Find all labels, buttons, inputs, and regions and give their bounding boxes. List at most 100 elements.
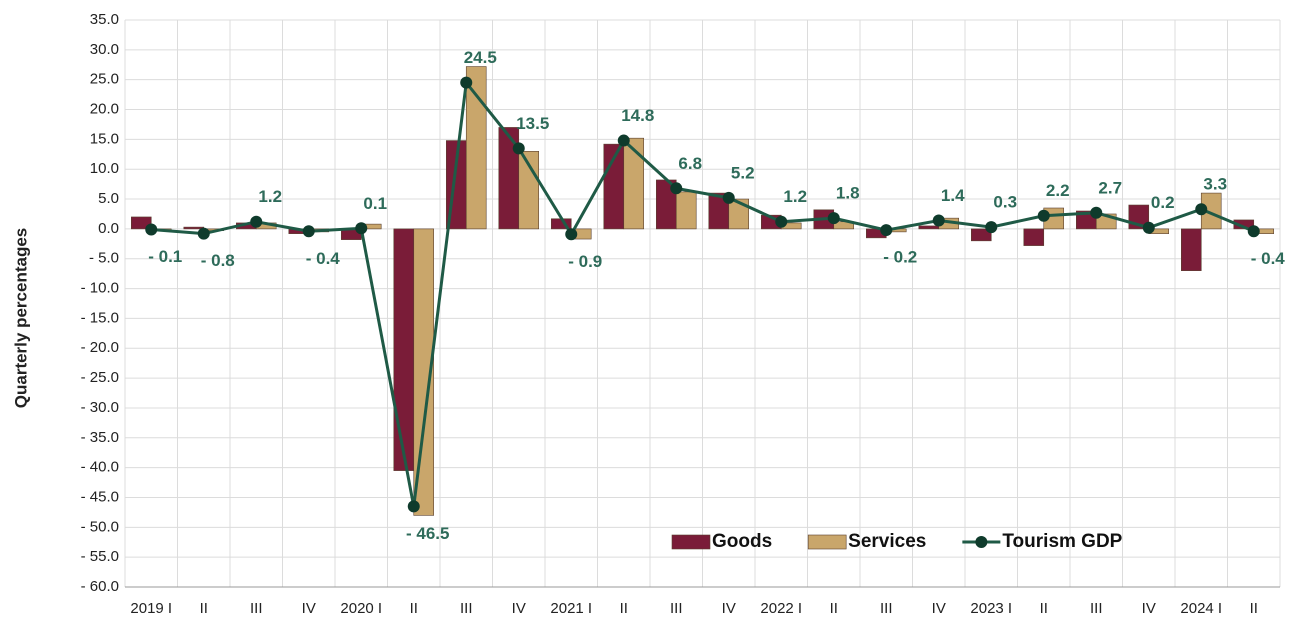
legend-swatch — [671, 534, 711, 550]
value-label: 24.5 — [464, 48, 497, 67]
y-tick-label: 25.0 — [90, 71, 119, 88]
y-tick-label: - 25.0 — [81, 369, 119, 386]
y-tick-label: 15.0 — [90, 130, 119, 147]
marker — [670, 182, 683, 195]
y-tick-label: - 45.0 — [81, 488, 119, 505]
marker — [880, 224, 893, 237]
y-tick-label: - 60.0 — [81, 578, 119, 595]
value-label: 0.1 — [363, 194, 387, 213]
value-label: 3.3 — [1203, 175, 1227, 194]
value-label: 6.8 — [678, 154, 702, 173]
marker — [1195, 203, 1208, 216]
marker — [722, 191, 735, 204]
value-label: 1.4 — [941, 186, 965, 205]
bar — [970, 228, 992, 242]
value-label: 1.8 — [836, 184, 860, 203]
value-label: - 0.2 — [883, 248, 917, 267]
marker — [827, 212, 840, 225]
value-label: 5.2 — [731, 163, 755, 182]
value-label: 1.2 — [783, 187, 807, 206]
marker — [1247, 225, 1260, 238]
x-tick-label: IV — [722, 600, 736, 617]
marker — [355, 222, 368, 235]
x-tick-label: IV — [302, 600, 316, 617]
value-label: 0.3 — [993, 193, 1017, 212]
bar — [918, 225, 940, 230]
y-tick-label: - 10.0 — [81, 280, 119, 297]
x-tick-label: II — [410, 600, 418, 617]
x-tick-label: II — [1250, 600, 1258, 617]
x-tick-label: II — [1040, 600, 1048, 617]
y-tick-label: 0.0 — [98, 220, 119, 237]
y-tick-label: 35.0 — [90, 11, 119, 28]
x-tick-label: II — [620, 600, 628, 617]
x-tick-label: 2024 I — [1180, 600, 1222, 617]
marker — [302, 225, 315, 238]
x-tick-label: III — [250, 600, 263, 617]
legend-swatch — [807, 534, 847, 550]
marker — [617, 134, 630, 147]
y-tick-label: - 15.0 — [81, 309, 119, 326]
marker — [197, 227, 210, 240]
legend-label: Tourism GDP — [1002, 531, 1122, 552]
y-tick-label: - 55.0 — [81, 548, 119, 565]
value-label: 1.2 — [258, 187, 282, 206]
marker — [1090, 206, 1103, 219]
marker — [932, 214, 945, 227]
value-label: - 0.4 — [306, 249, 341, 268]
marker — [512, 142, 525, 155]
bar — [1181, 228, 1202, 271]
marker — [1142, 221, 1155, 234]
y-tick-label: 30.0 — [90, 41, 119, 58]
y-tick-label: - 20.0 — [81, 339, 119, 356]
x-tick-label: III — [1090, 600, 1103, 617]
value-label: - 0.1 — [148, 247, 182, 266]
y-tick-label: - 50.0 — [81, 518, 119, 535]
x-tick-label: III — [880, 600, 893, 617]
x-tick-label: III — [670, 600, 683, 617]
bar — [465, 66, 487, 230]
x-tick-label: 2021 I — [550, 600, 592, 617]
y-tick-label: - 30.0 — [81, 399, 119, 416]
value-label: 14.8 — [621, 106, 654, 125]
bar — [413, 228, 435, 516]
marker — [985, 221, 998, 234]
marker — [407, 500, 420, 513]
legend-label: Services — [848, 531, 926, 552]
x-tick-label: 2019 I — [130, 600, 172, 617]
marker — [145, 223, 158, 236]
x-tick-label: II — [830, 600, 838, 617]
bar — [728, 198, 750, 230]
marker — [1037, 209, 1050, 222]
value-label: - 0.8 — [201, 251, 235, 270]
x-tick-label: II — [200, 600, 208, 617]
x-tick-label: IV — [512, 600, 526, 617]
bar — [131, 216, 152, 230]
x-tick-label: 2023 I — [970, 600, 1012, 617]
y-axis-title: Quarterly percentages — [11, 228, 30, 408]
value-label: - 0.4 — [1251, 249, 1286, 268]
legend-swatch — [975, 536, 988, 548]
x-tick-label: 2022 I — [760, 600, 802, 617]
bar — [623, 137, 645, 230]
value-label: 2.7 — [1098, 178, 1122, 197]
marker — [775, 215, 788, 228]
value-label: 2.2 — [1046, 181, 1070, 200]
legend-label: Goods — [712, 531, 772, 552]
y-tick-label: 10.0 — [90, 160, 119, 177]
marker — [565, 228, 578, 241]
marker — [460, 76, 473, 89]
x-tick-label: IV — [1142, 600, 1156, 617]
y-tick-label: 5.0 — [98, 190, 119, 207]
y-tick-label: - 40.0 — [81, 459, 119, 476]
x-tick-label: 2020 I — [340, 600, 382, 617]
bar — [675, 191, 697, 230]
y-tick-label: - 35.0 — [81, 429, 119, 446]
value-label: - 46.5 — [406, 524, 449, 543]
marker — [250, 215, 263, 228]
value-label: 0.2 — [1151, 193, 1175, 212]
line — [151, 78, 1255, 507]
value-label: 13.5 — [516, 114, 549, 133]
x-tick-label: III — [460, 600, 473, 617]
